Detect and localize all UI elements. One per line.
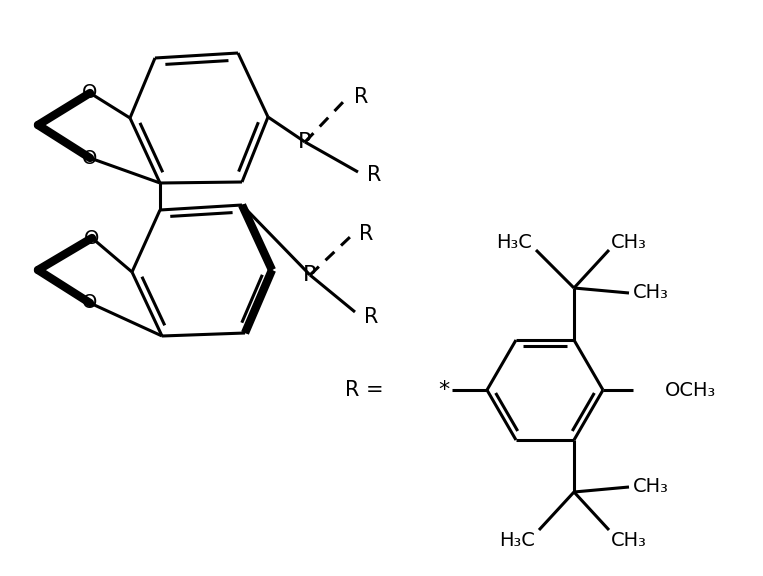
Text: H₃C: H₃C bbox=[499, 530, 535, 550]
Text: OCH₃: OCH₃ bbox=[665, 381, 716, 400]
Text: CH₃: CH₃ bbox=[611, 530, 647, 550]
Text: R: R bbox=[367, 165, 382, 185]
Text: O: O bbox=[82, 294, 98, 313]
Text: CH₃: CH₃ bbox=[633, 283, 669, 302]
Text: R: R bbox=[364, 307, 378, 327]
Text: R =: R = bbox=[345, 380, 384, 400]
Text: O: O bbox=[82, 84, 98, 103]
Text: P: P bbox=[304, 265, 317, 285]
Text: O: O bbox=[85, 229, 100, 248]
Text: CH₃: CH₃ bbox=[611, 233, 647, 252]
Text: H₃C: H₃C bbox=[496, 233, 532, 252]
Text: R: R bbox=[354, 87, 369, 107]
Text: CH₃: CH₃ bbox=[633, 478, 669, 497]
Text: P: P bbox=[298, 132, 312, 152]
Text: R: R bbox=[359, 224, 373, 244]
Text: O: O bbox=[82, 149, 98, 168]
Text: *: * bbox=[439, 380, 449, 400]
